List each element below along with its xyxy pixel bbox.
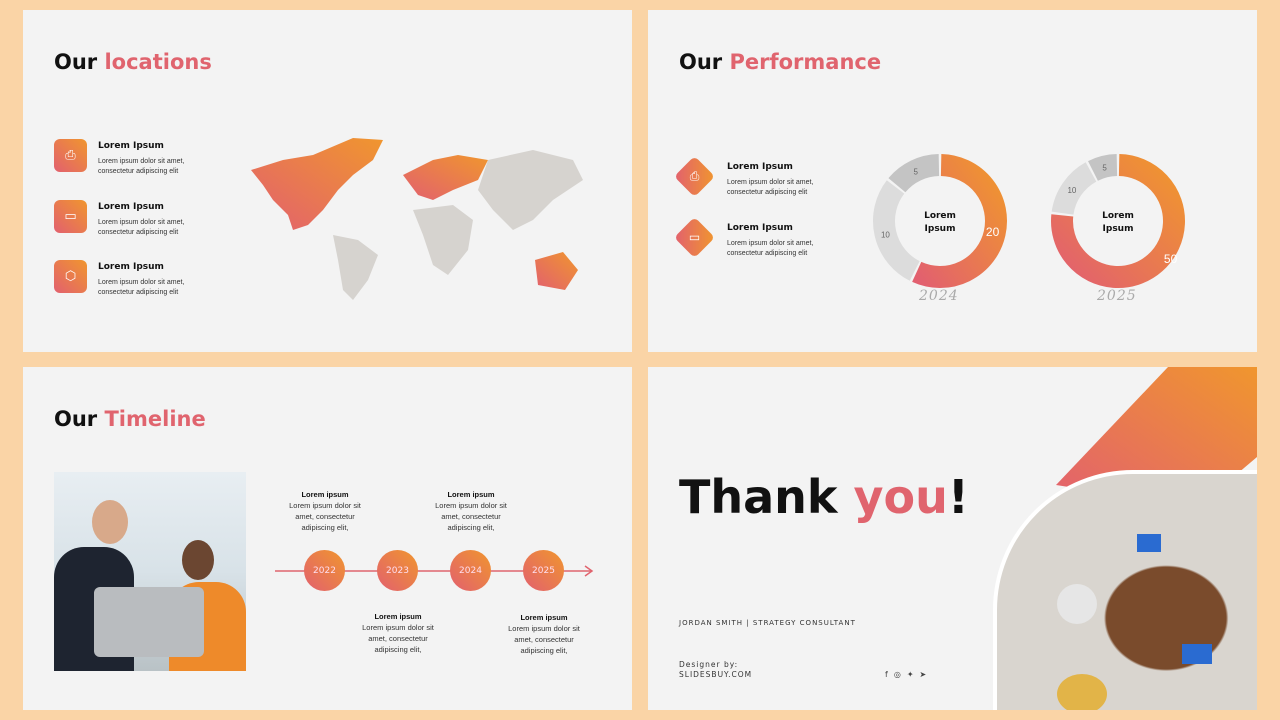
thank-you-heading: Thank you! (679, 470, 969, 524)
donut-data-label: 10 (1067, 186, 1076, 195)
australia (535, 252, 578, 290)
timeline-text: Lorem ipsum Lorem ipsum dolor sit amet, c… (508, 613, 580, 655)
page-title: Our Performance (679, 50, 882, 74)
slide-locations[interactable]: Our locations ⎙ Lorem Ipsum Lorem ipsum … (23, 10, 632, 352)
donut-center-label: Ipsum (1103, 224, 1134, 234)
donut-charts: 20 10 5 Lorem Ipsum 50 10 5 Lorem Ipsum (873, 154, 1185, 288)
printer-icon: ⎙ (673, 155, 716, 198)
donut-data-label: 5 (1102, 164, 1107, 173)
timeline-text: Lorem ipsum Lorem ipsum dolor sit amet, c… (435, 490, 507, 532)
social-icons: f ◎ ✦ ➤ (885, 670, 926, 679)
timeline-text: Lorem ipsum Lorem ipsum dolor sit amet, c… (362, 612, 434, 654)
instagram-icon[interactable]: ◎ (893, 670, 901, 679)
donut-segment (873, 180, 921, 281)
item-title: Lorem Ipsum (727, 162, 793, 172)
slide-timeline[interactable]: Our Timeline 2022 2023 2024 2025 Lorem i… (23, 367, 632, 710)
meeting-photo (54, 472, 246, 671)
team-photo (993, 470, 1257, 710)
item-text: Lorem ipsum dolor sit amet, consectetur a… (98, 158, 185, 175)
timeline-node-2024[interactable]: 2024 (450, 550, 491, 591)
slide-thank-you[interactable]: Thank you! JORDAN SMITH | STRATEGY CONSU… (648, 367, 1257, 710)
item-title: Lorem Ipsum (98, 262, 164, 272)
timeline-node-2022[interactable]: 2022 (304, 550, 345, 591)
tv-icon: ▭ (673, 216, 716, 259)
timeline-text: Lorem ipsum Lorem ipsum dolor sit amet, c… (289, 490, 361, 532)
item-text: Lorem ipsum dolor sit amet, consectetur a… (727, 179, 814, 196)
item-text: Lorem ipsum dolor sit amet, consectetur a… (98, 279, 185, 296)
donut-segment (912, 154, 1007, 288)
south-america (333, 235, 378, 300)
twitter-icon[interactable]: ✦ (906, 670, 914, 679)
donut-center-label: Lorem (924, 211, 956, 221)
telegram-icon[interactable]: ➤ (919, 670, 927, 679)
item-title: Lorem Ipsum (98, 141, 164, 151)
item-text: Lorem ipsum dolor sit amet, consectetur a… (727, 240, 814, 257)
donut-data-label: 20 (986, 225, 1000, 239)
africa-asia (413, 150, 583, 275)
donut-data-label: 50 (1164, 252, 1178, 266)
chart-year-2025: 2025 (1097, 288, 1137, 304)
donut-segment (1051, 162, 1097, 216)
decorative-band (1056, 367, 1257, 497)
box-icon: ⬡ (54, 260, 87, 293)
printer-icon: ⎙ (54, 139, 87, 172)
page-title: Our locations (54, 50, 212, 74)
item-title: Lorem Ipsum (727, 223, 793, 233)
donut-center-label: Ipsum (925, 224, 956, 234)
slide-performance[interactable]: Our Performance ⎙ Lorem Ipsum Lorem ipsu… (648, 10, 1257, 352)
donut-center-label: Lorem (1102, 211, 1134, 221)
byline: JORDAN SMITH | STRATEGY CONSULTANT (679, 619, 856, 627)
timeline-node-2023[interactable]: 2023 (377, 550, 418, 591)
north-america (251, 138, 383, 230)
tv-icon: ▭ (54, 200, 87, 233)
world-map (251, 138, 583, 300)
donut-segment (1088, 154, 1118, 181)
designer-credit: Designer by: SLIDESBUY.COM (679, 660, 753, 679)
donut-segment (888, 154, 940, 193)
page-title: Our Timeline (54, 407, 206, 431)
donut-data-label: 5 (913, 168, 918, 177)
europe (403, 155, 488, 200)
timeline-node-2025[interactable]: 2025 (523, 550, 564, 591)
item-text: Lorem ipsum dolor sit amet, consectetur a… (98, 219, 185, 236)
donut-data-label: 10 (881, 230, 890, 239)
chart-year-2024: 2024 (919, 288, 959, 304)
facebook-icon[interactable]: f (885, 670, 888, 679)
item-title: Lorem Ipsum (98, 202, 164, 212)
donut-segment (1051, 154, 1185, 288)
